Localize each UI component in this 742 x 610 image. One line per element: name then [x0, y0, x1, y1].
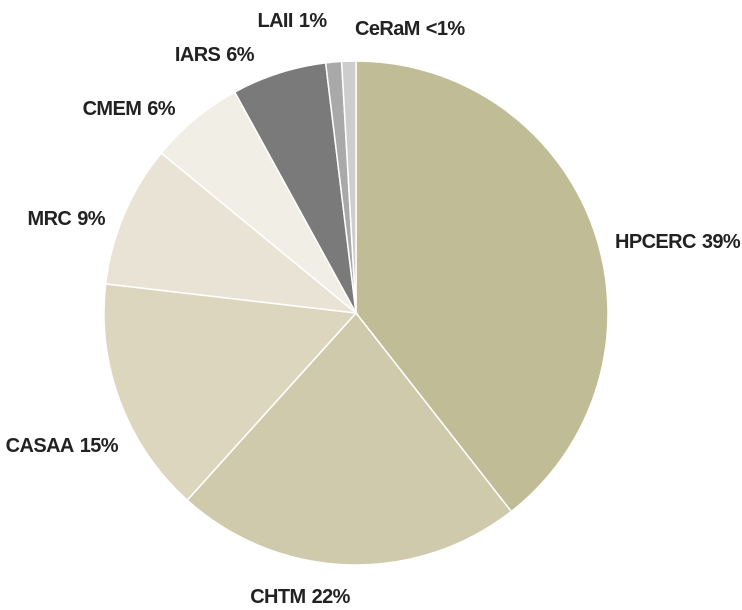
slice-label-value: 6%	[226, 44, 255, 66]
slice-label: MRC 9%	[28, 208, 106, 230]
slice-label: CASAA 15%	[6, 435, 119, 457]
slice-label: CMEM 6%	[83, 98, 176, 120]
slice-label-name: LAII	[257, 10, 292, 32]
slice-label-value: 22%	[312, 586, 351, 608]
slice-label-name: CHTM	[250, 586, 305, 608]
slice-label-name: CeRaM	[355, 18, 420, 40]
slice-label-value: 9%	[77, 208, 106, 230]
slice-label: CeRaM <1%	[355, 18, 465, 40]
slice-label-name: HPCERC	[615, 231, 696, 253]
slice-label: IARS 6%	[175, 44, 255, 66]
slice-label-value: 39%	[702, 231, 741, 253]
pie-slice	[104, 151, 359, 315]
slice-label-name: CASAA	[6, 435, 74, 457]
slice-label-value: 6%	[147, 98, 176, 120]
slice-label-value: 15%	[80, 435, 119, 457]
slice-label-name: CMEM	[83, 98, 142, 120]
slice-label: LAII 1%	[257, 10, 327, 32]
pie-slice	[103, 283, 358, 502]
slice-label: HPCERC 39%	[615, 231, 741, 253]
slice-label-value: 1%	[299, 10, 328, 32]
pie-slice	[355, 60, 609, 513]
pie-slice	[186, 311, 513, 566]
pie-slice	[340, 60, 357, 314]
slice-label-value: <1%	[426, 18, 466, 40]
slice-label-name: IARS	[175, 44, 221, 66]
slice-label: CHTM 22%	[250, 586, 350, 608]
slice-label-name: MRC	[28, 208, 72, 230]
